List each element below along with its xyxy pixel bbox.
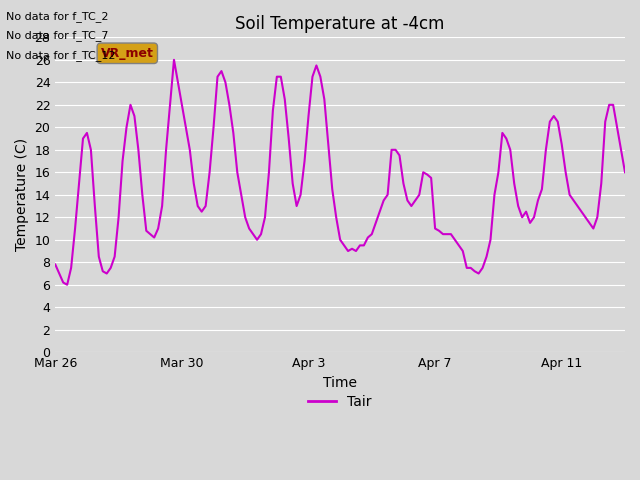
Legend: Tair: Tair <box>303 389 378 415</box>
Text: No data for f_TC_2: No data for f_TC_2 <box>6 11 109 22</box>
X-axis label: Time: Time <box>323 376 357 390</box>
Text: VR_met: VR_met <box>101 47 154 60</box>
Title: Soil Temperature at -4cm: Soil Temperature at -4cm <box>236 15 445 33</box>
Text: No data for f_TC_7: No data for f_TC_7 <box>6 30 109 41</box>
Y-axis label: Temperature (C): Temperature (C) <box>15 138 29 252</box>
Text: No data for f_TC_12: No data for f_TC_12 <box>6 49 116 60</box>
